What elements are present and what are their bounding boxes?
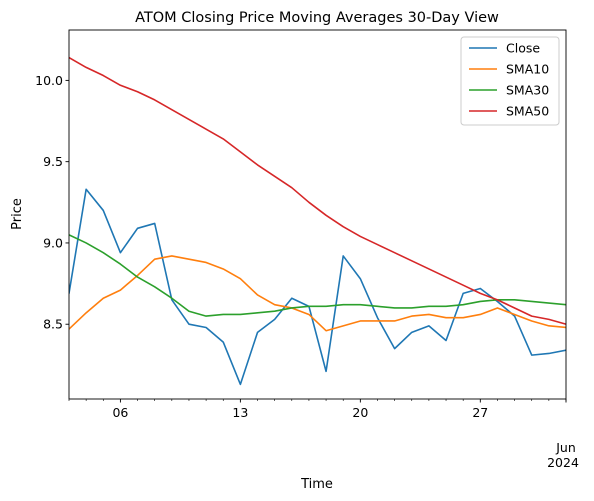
legend-label-close: Close [506, 41, 540, 56]
legend: Close SMA10 SMA30 SMA50 [460, 36, 560, 126]
y-axis: 8.5 9.0 9.5 10.0 [35, 73, 69, 332]
y-tick-label: 10.0 [35, 73, 63, 88]
series-layer [69, 56, 566, 386]
x-tick-label: 06 [112, 405, 128, 420]
x-year-label: 2024 [547, 455, 579, 470]
y-axis-label: Price [10, 198, 25, 230]
legend-label-sma30: SMA30 [506, 83, 549, 98]
series-line-sma50 [69, 56, 566, 326]
y-tick-label: 8.5 [43, 317, 63, 332]
series-line-sma30 [69, 233, 566, 317]
x-tick-label: 13 [232, 405, 248, 420]
x-tick-label: 27 [472, 405, 488, 420]
chart-title: ATOM Closing Price Moving Averages 30-Da… [135, 10, 499, 26]
legend-label-sma50: SMA50 [506, 104, 549, 119]
legend-label-sma10: SMA10 [506, 62, 549, 77]
y-tick-label: 9.5 [43, 154, 63, 169]
series-line-sma10 [69, 255, 566, 332]
x-tick-label: 20 [352, 405, 368, 420]
x-axis-label: Time [300, 477, 333, 492]
legend-box [460, 36, 560, 126]
series-line-close [69, 188, 566, 386]
plot-frame [68, 29, 567, 400]
y-tick-label: 9.0 [43, 235, 63, 250]
x-month-label: Jun [555, 440, 576, 455]
